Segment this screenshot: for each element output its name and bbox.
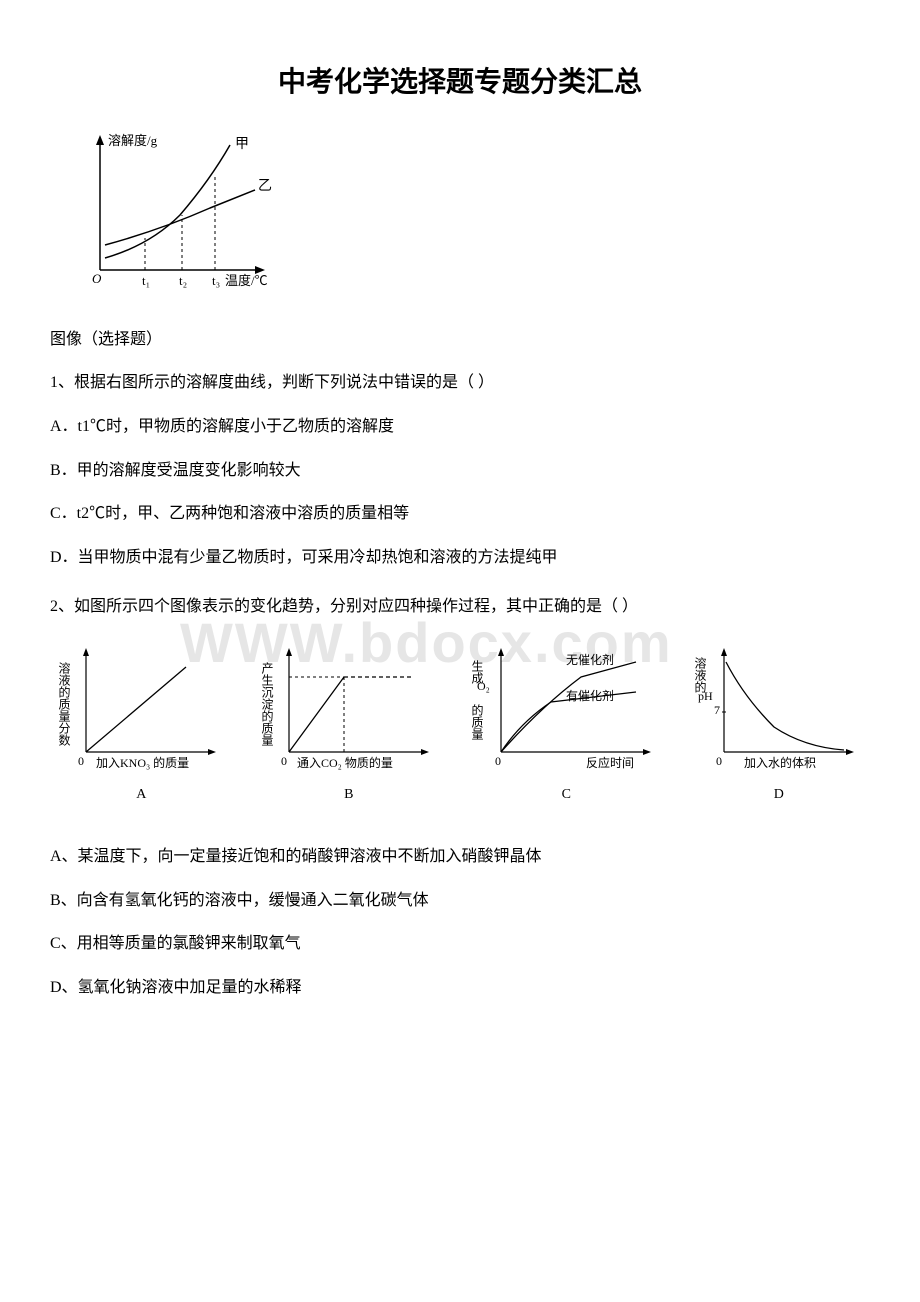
chart-c-letter: C — [562, 787, 571, 803]
q2-opt-c: C、用相等质量的氯酸钾来制取氧气 — [50, 930, 870, 959]
svg-text:通入CO₂ 物质的量: 通入CO₂ 物质的量 — [297, 755, 393, 770]
q2-opt-b: B、向含有氢氧化钙的溶液中，缓慢通入二氧化碳气体 — [50, 887, 870, 916]
svg-text:pH: pH — [698, 689, 713, 703]
svg-text:溶液的: 溶液的 — [694, 655, 707, 692]
page-title: 中考化学选择题专题分类汇总 — [40, 60, 880, 100]
svg-text:温度/℃: 温度/℃ — [225, 273, 268, 288]
svg-text:O: O — [92, 271, 102, 286]
svg-text:0: 0 — [716, 754, 722, 768]
curve-label-jia: 甲 — [235, 137, 249, 152]
svg-text:反应时间: 反应时间 — [586, 755, 634, 770]
svg-text:溶解度/g: 溶解度/g — [108, 133, 158, 148]
svg-text:0: 0 — [78, 754, 84, 768]
svg-text:溶液的质量分数: 溶液的质量分数 — [57, 660, 71, 746]
svg-text:t₃: t₃ — [212, 273, 220, 288]
q1-opt-b: B．甲的溶解度受温度变化影响较大 — [50, 457, 870, 486]
q2-text: 2、如图所示四个图像表示的变化趋势，分别对应四种操作过程，其中正确的是（ ） — [50, 593, 870, 622]
chart-b-letter: B — [344, 787, 353, 803]
svg-text:t₂: t₂ — [179, 273, 187, 288]
chart-d: 溶液的 pH 7 0 加入水的体积 D — [694, 642, 864, 803]
svg-text:加入KNO₃ 的质量: 加入KNO₃ 的质量 — [96, 755, 189, 770]
q2-charts-row: 溶液的质量分数 0 加入KNO₃ 的质量 A 产生沉淀的质量 0 通入CO₂ 物… — [40, 642, 880, 803]
svg-text:0: 0 — [281, 754, 287, 768]
svg-text:O₂: O₂ — [477, 679, 490, 693]
curve-label-yi: 乙 — [258, 178, 272, 194]
q1-opt-d: D．当甲物质中混有少量乙物质时，可采用冷却热饱和溶液的方法提纯甲 — [50, 544, 870, 573]
svg-text:加入水的体积: 加入水的体积 — [744, 755, 816, 770]
chart-b: 产生沉淀的质量 0 通入CO₂ 物质的量 B — [259, 642, 439, 803]
q2-opt-d: D、氢氧化钠溶液中加足量的水稀释 — [50, 974, 870, 1003]
section-label: 图像（选择题） — [50, 325, 880, 349]
svg-text:的质量: 的质量 — [471, 702, 484, 739]
svg-text:t₁: t₁ — [142, 273, 150, 288]
solubility-graph: 甲 乙 t₁ t₂ t₃ O 溶解度/g 温度/℃ — [70, 130, 880, 305]
q1-opt-a: A．t1℃时，甲物质的溶解度小于乙物质的溶解度 — [50, 413, 870, 442]
svg-text:0: 0 — [495, 754, 501, 768]
svg-text:有催化剂: 有催化剂 — [566, 688, 614, 703]
q1-text: 1、根据右图所示的溶解度曲线，判断下列说法中错误的是（ ） — [50, 369, 870, 398]
svg-text:无催化剂: 无催化剂 — [566, 652, 614, 667]
q1-opt-c: C．t2℃时，甲、乙两种饱和溶液中溶质的质量相等 — [50, 500, 870, 529]
svg-text:产生沉淀的质量: 产生沉淀的质量 — [260, 661, 274, 745]
chart-a: 溶液的质量分数 0 加入KNO₃ 的质量 A — [56, 642, 226, 803]
chart-c: 生成 O₂ 的质量 无催化剂 有催化剂 0 反应时间 C — [471, 642, 661, 803]
svg-text:7: 7 — [714, 703, 720, 717]
chart-a-letter: A — [136, 787, 146, 803]
chart-d-letter: D — [774, 787, 784, 803]
q2-opt-a: A、某温度下，向一定量接近饱和的硝酸钾溶液中不断加入硝酸钾晶体 — [50, 843, 870, 872]
